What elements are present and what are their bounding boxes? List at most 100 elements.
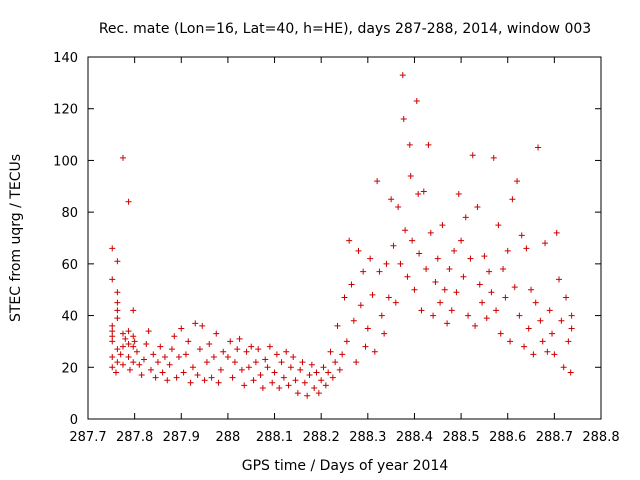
data-point [568,312,575,319]
data-point [374,178,381,185]
data-point [339,351,346,358]
data-point [213,330,220,337]
x-tick-label: 288.6 [489,430,526,445]
data-point [355,247,362,254]
data-point [542,240,549,247]
data-point [362,343,369,350]
y-tick-label: 60 [61,258,78,273]
data-point [479,299,486,306]
data-point [516,312,523,319]
data-point [407,172,414,179]
data-point [187,379,194,386]
data-point [154,359,161,366]
y-tick-label: 0 [70,413,78,428]
data-point [563,294,570,301]
data-point [220,348,227,355]
data-point [532,299,539,306]
data-point [537,317,544,324]
data-point [114,346,121,353]
x-tick-label: 287.8 [116,430,153,445]
data-point [530,351,537,358]
data-point [397,260,404,267]
data-point [126,366,133,373]
data-point [390,242,397,249]
data-point [439,222,446,229]
data-point [125,341,132,348]
data-point [511,284,518,291]
data-point [238,366,245,373]
data-point [224,353,231,360]
data-point [125,328,132,335]
data-point [502,294,509,301]
data-point [166,361,173,368]
data-point [488,289,495,296]
data-point [346,237,353,244]
data-point [404,273,411,280]
data-point [276,384,283,391]
y-tick-label: 140 [53,51,78,66]
data-point [182,351,189,358]
data-point [411,286,418,293]
data-point [180,369,187,376]
data-point [348,281,355,288]
data-point [400,116,407,123]
data-point [336,366,343,373]
data-point [150,351,157,358]
data-point [125,353,132,360]
data-point [109,364,116,371]
data-point [420,188,427,195]
data-point [521,343,528,350]
data-point [399,72,406,79]
data-point [458,237,465,244]
data-point [143,341,150,348]
data-point [299,359,306,366]
data-point [560,364,567,371]
data-point [549,330,556,337]
data-point [259,384,266,391]
data-point [243,348,250,355]
data-point [114,359,121,366]
data-point [138,372,145,379]
data-point [334,322,341,329]
data-point [448,307,455,314]
data-point [109,328,116,335]
data-point [262,356,269,363]
data-point [130,359,137,366]
data-point [500,266,507,273]
data-point [109,353,116,360]
data-point [199,322,206,329]
data-point [325,369,332,376]
data-point [266,343,273,350]
data-point [565,338,572,345]
data-point [332,359,339,366]
data-point [292,377,299,384]
data-point [446,266,453,273]
data-point [306,372,313,379]
data-point [313,369,320,376]
data-point [444,320,451,327]
data-point [490,154,497,161]
data-point [327,348,334,355]
data-point [236,335,243,342]
data-point [453,289,460,296]
data-point [109,338,116,345]
data-point [406,141,413,148]
x-tick-label: 288 [215,430,240,445]
data-point [322,382,329,389]
data-point [434,255,441,262]
data-point [278,359,285,366]
data-point [364,325,371,332]
plot-frame [87,56,602,420]
data-point [451,247,458,254]
data-point [280,374,287,381]
data-point [114,289,121,296]
data-point [114,315,121,322]
data-point [367,255,374,262]
data-point [350,317,357,324]
data-point [504,247,511,254]
data-point [114,307,121,314]
data-point [122,335,129,342]
data-point [231,359,238,366]
data-point [283,348,290,355]
data-point [210,353,217,360]
